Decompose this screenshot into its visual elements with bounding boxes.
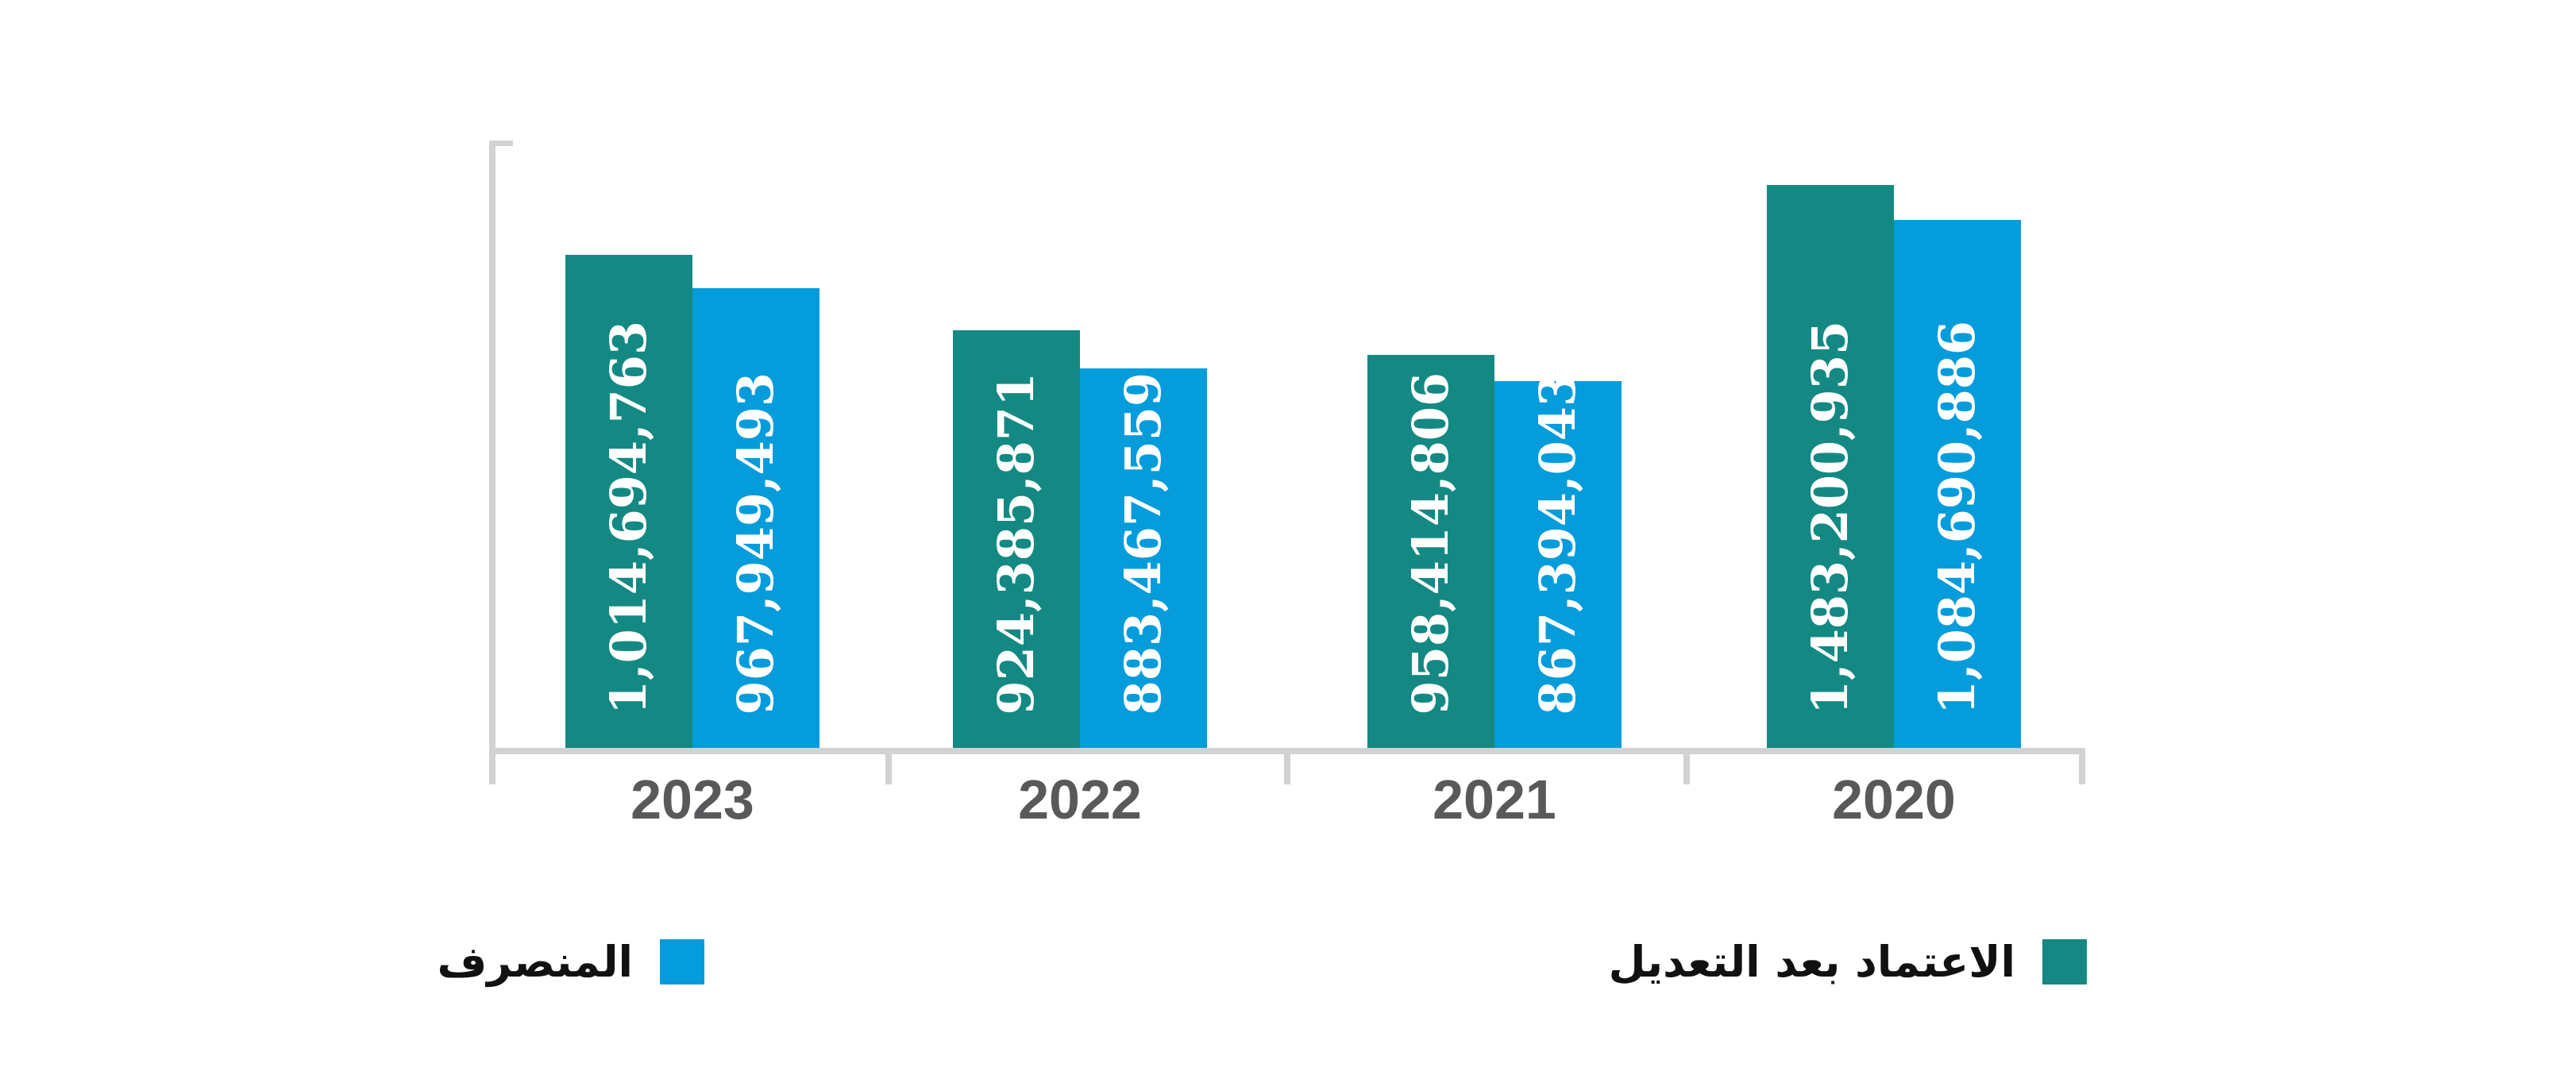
- category-label-2022: 2022: [1018, 769, 1142, 830]
- x-axis-tick: [1683, 754, 1690, 784]
- y-axis-line: [489, 141, 496, 784]
- x-axis-tick: [885, 754, 892, 784]
- bar-approved-2020: 1,483,200,935: [1767, 185, 1894, 748]
- legend-swatch-spent-blue: [660, 939, 704, 984]
- bar-approved-2021: 958,414,806: [1367, 355, 1494, 748]
- bar-value-label: 958,414,806: [1402, 372, 1460, 715]
- bar-value-label: 967,949,493: [727, 372, 785, 715]
- bar-value-label: 924,385,871: [987, 372, 1045, 715]
- legend-item-approved: الاعتماد بعد التعديل: [1609, 939, 2087, 984]
- bar-value-label: 883,467,559: [1114, 372, 1172, 715]
- bar-value-label: 867,394,043: [1529, 372, 1587, 715]
- bar-spent-2022: 883,467,559: [1080, 368, 1207, 748]
- legend-item-spent: المنصرف: [437, 939, 704, 984]
- x-axis-tick: [1284, 754, 1290, 784]
- category-label-2023: 2023: [631, 769, 754, 830]
- bar-spent-2023: 967,949,493: [692, 288, 819, 748]
- x-axis-tick: [2079, 754, 2085, 784]
- legend-swatch-approved-teal: [2042, 939, 2087, 984]
- category-label-2020: 2020: [1832, 769, 1956, 830]
- legend-label-spent: المنصرف: [437, 936, 633, 987]
- legend-label-approved: الاعتماد بعد التعديل: [1608, 936, 2015, 987]
- bar-value-label: 1,014,694,763: [600, 320, 657, 715]
- y-axis-top-cap: [489, 141, 513, 146]
- bar-value-label: 1,084,690,886: [1928, 320, 1986, 715]
- bar-approved-2023: 1,014,694,763: [565, 255, 692, 748]
- x-axis-line: [489, 748, 2085, 754]
- bar-value-label: 1,483,200,935: [1801, 320, 1859, 715]
- bar-approved-2022: 924,385,871: [953, 330, 1080, 748]
- bar-spent-2021: 867,394,043: [1494, 372, 1622, 748]
- bar-spent-2020: 1,084,690,886: [1894, 220, 2021, 748]
- category-label-2021: 2021: [1433, 769, 1556, 830]
